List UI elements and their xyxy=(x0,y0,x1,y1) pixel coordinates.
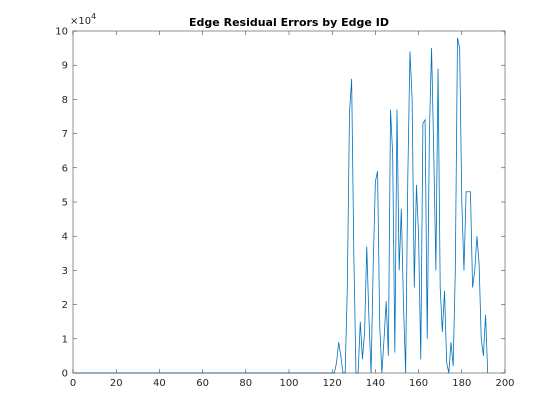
y-tick-label: 8 xyxy=(62,95,68,106)
y-tick-label: 9 xyxy=(62,61,68,72)
y-multiplier-exponent: 4 xyxy=(91,12,96,21)
x-tick-label: 100 xyxy=(279,378,298,389)
x-tick-label: 60 xyxy=(196,378,209,389)
x-tick-label: 40 xyxy=(153,378,166,389)
y-tick-label: 6 xyxy=(62,163,68,174)
x-tick-label: 20 xyxy=(110,378,123,389)
plot-area xyxy=(73,31,505,373)
y-multiplier: ×104 xyxy=(70,12,96,27)
x-tick-label: 140 xyxy=(366,378,385,389)
y-multiplier-base: ×10 xyxy=(70,16,91,27)
y-tick-label: 3 xyxy=(62,266,68,277)
y-tick-label: 7 xyxy=(62,129,68,140)
y-tick-label: 10 xyxy=(55,27,68,38)
y-tick-label: 1 xyxy=(62,334,68,345)
x-tick-label: 180 xyxy=(452,378,471,389)
x-tick-label: 120 xyxy=(323,378,342,389)
y-tick-label: 2 xyxy=(62,300,68,311)
y-tick-label: 5 xyxy=(62,198,68,209)
y-tick-label: 4 xyxy=(62,232,68,243)
x-tick-label: 0 xyxy=(70,378,76,389)
y-tick-label: 0 xyxy=(62,369,68,380)
x-tick-label: 160 xyxy=(409,378,428,389)
x-tick-label: 80 xyxy=(239,378,252,389)
chart-title: Edge Residual Errors by Edge ID xyxy=(189,16,389,29)
x-tick-label: 200 xyxy=(495,378,514,389)
axes-box xyxy=(72,30,506,374)
